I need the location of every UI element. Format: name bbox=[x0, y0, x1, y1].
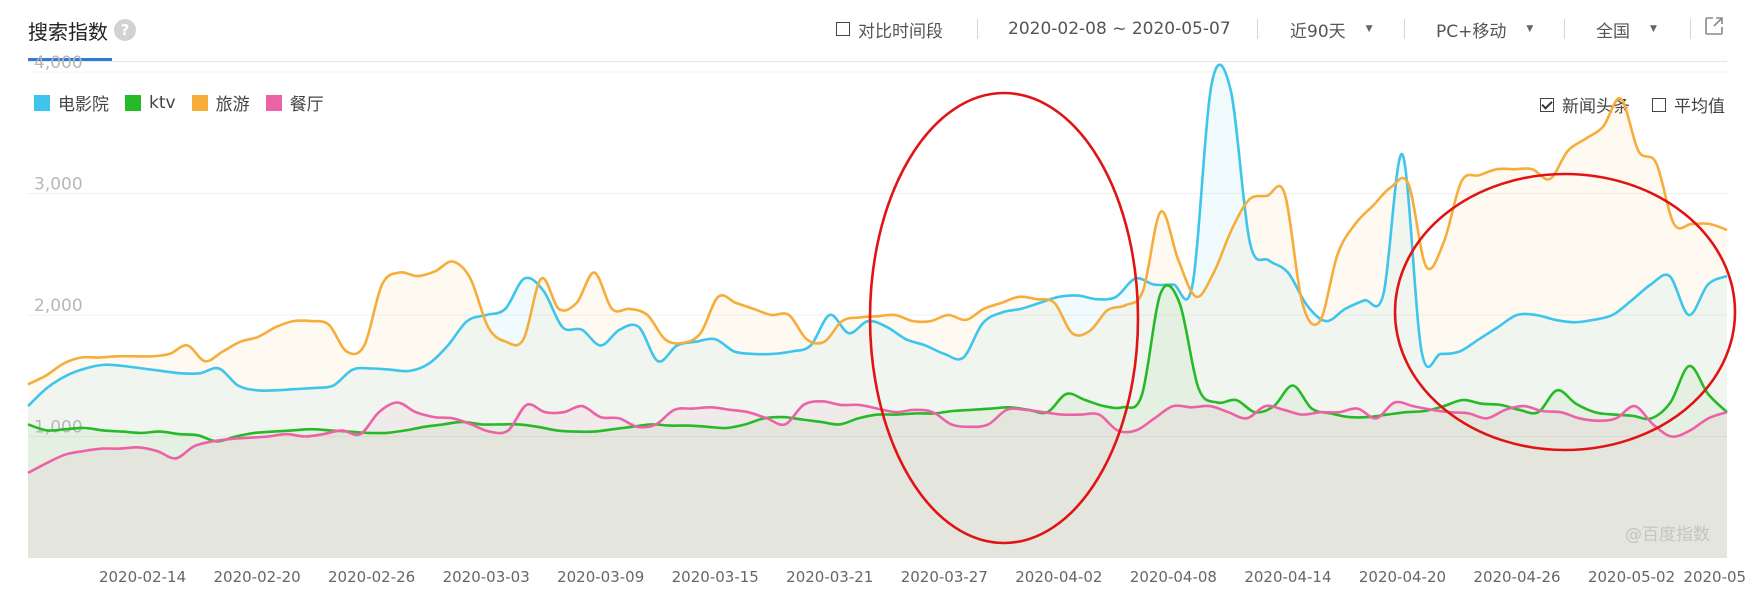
divider bbox=[1564, 19, 1565, 39]
compare-checkbox-icon[interactable] bbox=[836, 22, 850, 36]
x-tick-label: 2020-02-14 bbox=[99, 568, 186, 586]
title-wrap: 搜索指数 ? bbox=[28, 14, 136, 46]
x-tick-label: 2020-04-20 bbox=[1359, 568, 1446, 586]
series-areas bbox=[28, 64, 1727, 559]
divider bbox=[1690, 19, 1691, 39]
series-area bbox=[28, 64, 1727, 559]
y-axis-ticks: 1,000 2,000 3,000 4,000 bbox=[34, 53, 83, 438]
y-tick-label: 2,000 bbox=[34, 296, 83, 316]
date-range-picker[interactable]: 2020-02-08 ~ 2020-05-07 bbox=[1008, 17, 1231, 41]
series-line bbox=[27, 283, 1728, 443]
active-tab-underline bbox=[28, 58, 112, 61]
device-select-value: PC+移动 bbox=[1436, 21, 1507, 42]
caret-down-icon: ▼ bbox=[1526, 24, 1534, 34]
x-tick-label: 2020-04-02 bbox=[1015, 568, 1102, 586]
legend-label: ktv bbox=[149, 92, 176, 113]
legend-item[interactable]: 餐厅 bbox=[265, 90, 324, 115]
device-select[interactable]: PC+移动 ▼ bbox=[1436, 17, 1534, 42]
legend-label: 电影院 bbox=[58, 95, 109, 115]
x-tick-label: 2020-03-15 bbox=[672, 568, 759, 586]
legend-item[interactable]: ktv bbox=[125, 93, 176, 113]
divider bbox=[977, 19, 978, 39]
period-select[interactable]: 近90天 ▼ bbox=[1290, 17, 1373, 42]
region-select-value: 全国 bbox=[1596, 21, 1630, 42]
annotation-ellipse bbox=[1393, 172, 1737, 452]
external-link-icon[interactable] bbox=[1704, 16, 1724, 36]
region-select[interactable]: 全国 ▼ bbox=[1596, 17, 1657, 42]
chart-toggles: 新闻头条 平均值 bbox=[1518, 92, 1725, 117]
divider bbox=[1257, 19, 1258, 39]
series-area bbox=[28, 98, 1727, 558]
legend-label: 旅游 bbox=[215, 95, 250, 115]
legend-swatch bbox=[265, 94, 282, 111]
y-tick-label: 1,000 bbox=[34, 418, 83, 438]
series-line bbox=[27, 97, 1728, 386]
legend-swatch bbox=[191, 94, 208, 111]
news-label: 新闻头条 bbox=[1562, 97, 1630, 117]
x-tick-label: 2020-03-09 bbox=[557, 568, 644, 586]
x-tick-label: 2020-05-02 bbox=[1588, 568, 1675, 586]
compare-period-toggle[interactable]: 对比时间段 bbox=[836, 17, 943, 42]
average-label: 平均值 bbox=[1674, 97, 1725, 117]
x-tick-label: 2020-05-07 bbox=[1683, 568, 1745, 586]
legend-swatch bbox=[34, 94, 50, 111]
x-tick-label: 2020-04-08 bbox=[1130, 568, 1217, 586]
series-line bbox=[27, 63, 1728, 408]
legend-item[interactable]: 电影院 bbox=[34, 90, 109, 115]
legend-swatch bbox=[125, 94, 141, 111]
average-checkbox-icon[interactable] bbox=[1652, 97, 1666, 112]
series-area bbox=[28, 401, 1727, 558]
x-tick-label: 2020-02-20 bbox=[213, 568, 300, 586]
caret-down-icon: ▼ bbox=[1650, 24, 1657, 34]
y-tick-label: 4,000 bbox=[34, 53, 83, 73]
header: 搜索指数 ? 对比时间段 2020-02-08 ~ 2020-05-07 近90… bbox=[0, 0, 1745, 62]
chart-legend: 电影院 ktv 旅游 餐厅 bbox=[34, 90, 340, 115]
news-headline-toggle[interactable]: 新闻头条 bbox=[1540, 92, 1630, 117]
legend-label: 餐厅 bbox=[289, 95, 324, 115]
period-select-value: 近90天 bbox=[1290, 21, 1346, 42]
series-line bbox=[27, 399, 1728, 475]
x-tick-label: 2020-03-21 bbox=[786, 568, 873, 586]
x-tick-label: 2020-03-27 bbox=[901, 568, 988, 586]
date-range-text: 2020-02-08 ~ 2020-05-07 bbox=[1008, 19, 1231, 39]
question-circle-icon[interactable]: ? bbox=[114, 19, 136, 41]
x-tick-label: 2020-04-26 bbox=[1473, 568, 1560, 586]
header-divider bbox=[28, 61, 1727, 62]
watermark: @百度指数 bbox=[1625, 525, 1710, 545]
x-axis-ticks: 2020-02-14 2020-02-20 2020-02-26 2020-03-03… bbox=[99, 568, 1745, 586]
divider bbox=[1404, 19, 1405, 39]
average-toggle[interactable]: 平均值 bbox=[1652, 92, 1725, 117]
x-tick-label: 2020-02-26 bbox=[328, 568, 415, 586]
caret-down-icon: ▼ bbox=[1365, 24, 1373, 34]
page-title[interactable]: 搜索指数 bbox=[28, 19, 108, 44]
series-area bbox=[28, 285, 1727, 558]
x-tick-label: 2020-04-14 bbox=[1244, 568, 1331, 586]
annotation-ellipse bbox=[868, 91, 1140, 545]
news-checkbox-icon[interactable] bbox=[1540, 97, 1554, 112]
legend-item[interactable]: 旅游 bbox=[191, 90, 250, 115]
compare-label: 对比时间段 bbox=[858, 21, 943, 42]
x-tick-label: 2020-03-03 bbox=[443, 568, 530, 586]
y-tick-label: 3,000 bbox=[34, 175, 83, 195]
series-lines bbox=[27, 63, 1728, 475]
